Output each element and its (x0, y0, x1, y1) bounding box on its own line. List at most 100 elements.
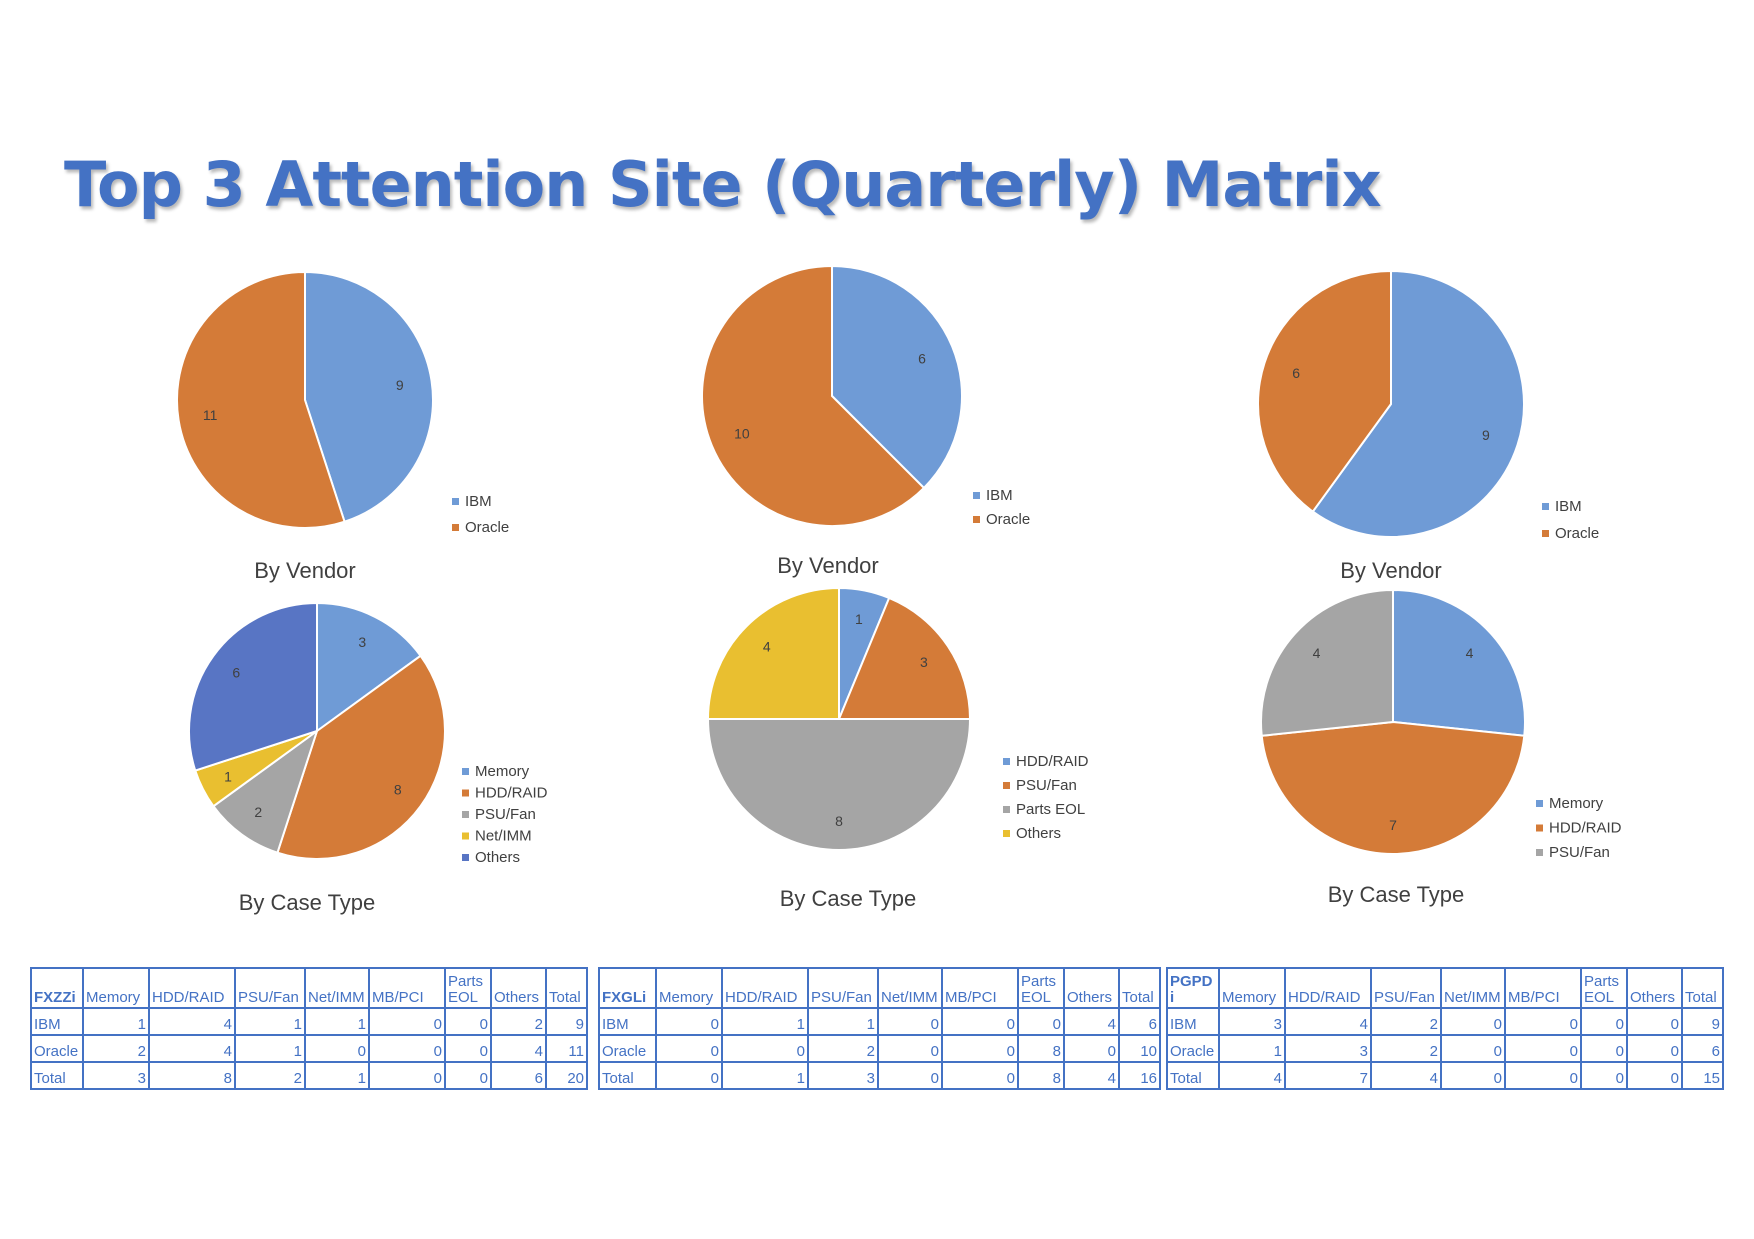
pie-slice-memory (316, 601, 422, 733)
page-title: Top 3 Attention Site (Quarterly) Matrix (64, 148, 1382, 221)
legend-swatch (973, 492, 980, 499)
site-name: PGPDi (1166, 967, 1220, 1009)
table-cell: 2 (490, 1007, 547, 1036)
table-cell: 8 (148, 1061, 236, 1090)
table-cell: 16 (1118, 1061, 1161, 1090)
data-label: 7 (1389, 817, 1397, 833)
table-cell: 1 (721, 1061, 809, 1090)
data-label: 3 (358, 634, 366, 650)
data-label: 2 (254, 804, 262, 820)
legend-swatch (1536, 824, 1543, 832)
pie-chart-3: 9 6 IBM Oracle By Vendor (1257, 269, 1599, 583)
legend-label: IBM (986, 487, 1013, 504)
legend-swatch (462, 768, 469, 775)
table-row: Total 0 1 3 0 0 8 4 16 (598, 1061, 1161, 1090)
table-cell: 6 (1118, 1007, 1161, 1036)
chart-title: By Vendor (1340, 558, 1442, 583)
legend-label: HDD/RAID (1549, 820, 1622, 837)
legend-label: IBM (1555, 498, 1582, 515)
table-cell: 0 (1440, 1007, 1506, 1036)
table-cell: 0 (655, 1061, 723, 1090)
data-label: 4 (763, 639, 771, 655)
chart-title: By Case Type (239, 890, 376, 915)
data-label: 3 (920, 654, 928, 670)
table-cell: 8 (1017, 1034, 1065, 1063)
table-cell: 9 (1681, 1007, 1724, 1036)
legend-swatch (452, 524, 459, 531)
table-cell: 0 (1017, 1007, 1065, 1036)
pie-chart-4: 3 8 2 1 6 Memory HDD/RAID PSU/Fan Net/IMM Others B… (188, 601, 548, 915)
pie-slice-ibm (1311, 269, 1525, 538)
table-cell: 6 (1681, 1034, 1724, 1063)
legend-label: Parts EOL (1016, 801, 1085, 818)
table-cell: 1 (1218, 1034, 1286, 1063)
chart-title: By Vendor (254, 558, 356, 583)
column-header-memory: Memory (655, 967, 723, 1009)
chart-title: By Case Type (780, 886, 917, 911)
legend-swatch (462, 811, 469, 818)
table-cell: 0 (1440, 1034, 1506, 1063)
row-label: Total (598, 1061, 657, 1090)
pie-slice-oracle (1257, 269, 1392, 513)
table-header-row: FXGLi Memory HDD/RAID PSU/Fan Net/IMM MB/PCI P… (598, 967, 1161, 1009)
pie-slice-ibm (304, 270, 434, 523)
column-header-net-imm: Net/IMM (1440, 967, 1506, 1009)
site-name: FXZZi (30, 967, 84, 1009)
legend-label: Oracle (986, 511, 1030, 528)
data-label: 1 (224, 768, 232, 784)
legend-swatch (973, 516, 980, 523)
pie-chart-5: 1 3 8 4 HDD/RAID PSU/Fan Parts EOL Others By Cas… (706, 586, 1089, 911)
pie-slice-memory (1392, 588, 1526, 737)
table-cell: 11 (545, 1034, 588, 1063)
table-cell: 0 (1580, 1007, 1628, 1036)
column-header-net-imm: Net/IMM (304, 967, 370, 1009)
site-table-fxgli: FXGLi Memory HDD/RAID PSU/Fan Net/IMM MB/PCI P… (598, 967, 1161, 1090)
legend-swatch (1536, 849, 1543, 856)
table-cell: 0 (444, 1034, 492, 1063)
table-cell: 3 (1284, 1034, 1372, 1063)
column-header-total: Total (1118, 967, 1161, 1009)
site-name: FXGLi (598, 967, 657, 1009)
legend-swatch (1542, 503, 1549, 510)
legend-swatch (1542, 530, 1549, 537)
pie-chart-2: 6 10 IBM Oracle By Vendor (701, 264, 1030, 578)
pie-slice-psu-fan (837, 596, 972, 720)
legend-label: HDD/RAID (475, 785, 548, 802)
column-header-psu-fan: PSU/Fan (234, 967, 306, 1009)
column-header-total: Total (545, 967, 588, 1009)
table-cell: 0 (877, 1007, 943, 1036)
pie-slice-net-imm (194, 730, 318, 808)
table-cell: 1 (82, 1007, 150, 1036)
table-cell: 4 (1218, 1061, 1286, 1090)
table-cell: 0 (1504, 1061, 1582, 1090)
data-label: 4 (1313, 645, 1321, 661)
legend-label: PSU/Fan (1549, 844, 1610, 861)
legend-label: Oracle (1555, 525, 1599, 542)
chart-title: By Case Type (1328, 882, 1465, 907)
data-label: 11 (203, 407, 218, 423)
data-label: 6 (1292, 365, 1300, 381)
column-header-others: Others (1063, 967, 1120, 1009)
row-label: Oracle (1166, 1034, 1220, 1063)
table-row: Total 3 8 2 1 0 0 6 20 (30, 1061, 588, 1090)
column-header-hdd-raid: HDD/RAID (1284, 967, 1372, 1009)
table-cell: 10 (1118, 1034, 1161, 1063)
table-row: IBM 1 4 1 1 0 0 2 9 (30, 1007, 588, 1036)
pie-slice-others (706, 586, 840, 720)
table-cell: 1 (721, 1007, 809, 1036)
table-cell: 1 (234, 1007, 306, 1036)
table-cell: 2 (234, 1061, 306, 1090)
legend-swatch (462, 854, 469, 861)
data-label: 4 (1466, 645, 1474, 661)
pie-slice-hdd-raid (1260, 720, 1526, 855)
data-label: 6 (918, 351, 926, 367)
legend-swatch (462, 832, 469, 840)
table-cell: 0 (877, 1034, 943, 1063)
table-cell: 4 (148, 1034, 236, 1063)
column-header-mb-pci: MB/PCI (368, 967, 446, 1009)
column-header-mb-pci: MB/PCI (1504, 967, 1582, 1009)
table-header-row: FXZZi Memory HDD/RAID PSU/Fan Net/IMM MB/PCI P… (30, 967, 588, 1009)
table-cell: 6 (490, 1061, 547, 1090)
row-label: Oracle (598, 1034, 657, 1063)
column-header-net-imm: Net/IMM (877, 967, 943, 1009)
